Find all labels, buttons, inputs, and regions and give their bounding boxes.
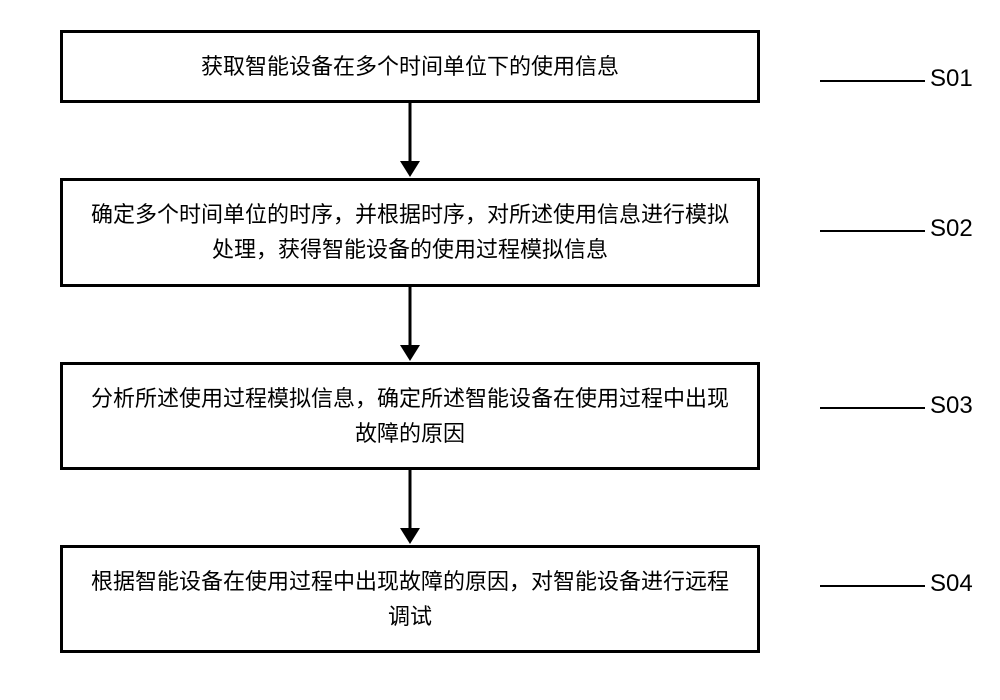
step-label-1: S01 (930, 65, 973, 93)
step-text: 确定多个时间单位的时序，并根据时序，对所述使用信息进行模拟处理，获得智能设备的使… (87, 197, 733, 267)
step-box-2: 确定多个时间单位的时序，并根据时序，对所述使用信息进行模拟处理，获得智能设备的使… (60, 178, 760, 286)
step-label-4: S04 (930, 570, 973, 598)
arrow-line-icon (409, 470, 412, 530)
arrow-line-icon (409, 287, 412, 347)
arrow-3 (60, 470, 760, 545)
step-text: 获取智能设备在多个时间单位下的使用信息 (201, 49, 619, 84)
label-connector-2 (820, 230, 925, 232)
step-row: 确定多个时间单位的时序，并根据时序，对所述使用信息进行模拟处理，获得智能设备的使… (60, 178, 940, 286)
step-label-2: S02 (930, 215, 973, 243)
label-connector-4 (820, 585, 925, 587)
step-row: 根据智能设备在使用过程中出现故障的原因，对智能设备进行远程调试 (60, 545, 940, 653)
step-text: 根据智能设备在使用过程中出现故障的原因，对智能设备进行远程调试 (87, 564, 733, 634)
label-connector-3 (820, 407, 925, 409)
step-box-1: 获取智能设备在多个时间单位下的使用信息 (60, 30, 760, 103)
step-text: 分析所述使用过程模拟信息，确定所述智能设备在使用过程中出现故障的原因 (87, 381, 733, 451)
arrow-1 (60, 103, 760, 178)
step-box-3: 分析所述使用过程模拟信息，确定所述智能设备在使用过程中出现故障的原因 (60, 362, 760, 470)
step-row: 获取智能设备在多个时间单位下的使用信息 (60, 30, 940, 103)
step-box-4: 根据智能设备在使用过程中出现故障的原因，对智能设备进行远程调试 (60, 545, 760, 653)
arrow-head-icon (400, 345, 420, 361)
arrow-head-icon (400, 528, 420, 544)
step-label-3: S03 (930, 392, 973, 420)
arrow-2 (60, 287, 760, 362)
flowchart-container: 获取智能设备在多个时间单位下的使用信息 确定多个时间单位的时序，并根据时序，对所… (60, 30, 940, 653)
step-row: 分析所述使用过程模拟信息，确定所述智能设备在使用过程中出现故障的原因 (60, 362, 940, 470)
label-connector-1 (820, 80, 925, 82)
arrow-head-icon (400, 161, 420, 177)
arrow-line-icon (409, 103, 412, 163)
